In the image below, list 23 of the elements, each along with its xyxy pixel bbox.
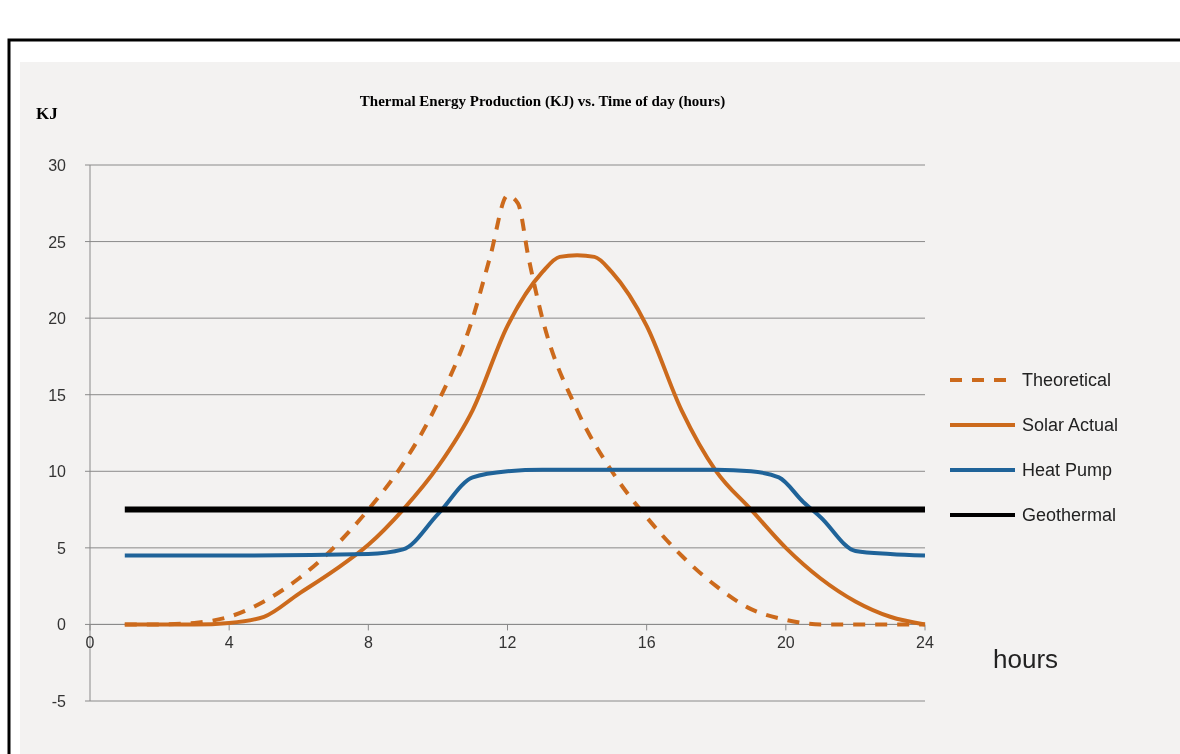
y-tick-label: 5 <box>57 539 67 557</box>
y-tick-label: -5 <box>51 693 67 710</box>
y-tick-label: 0 <box>57 616 67 634</box>
x-tick-label: 8 <box>363 634 373 652</box>
line-series <box>122 467 927 558</box>
x-tick-label: 24 <box>916 634 934 652</box>
legend-label: Solar Actual <box>1022 415 1119 435</box>
x-tick-label: 0 <box>85 634 95 652</box>
y-tick-label: 20 <box>48 310 67 328</box>
legend-label: Geothermal <box>1022 505 1117 525</box>
y-tick-label: 10 <box>48 463 67 481</box>
y-axis-title: KJ <box>36 104 59 123</box>
y-tick-label: 30 <box>48 157 67 174</box>
legend-label: Theoretical <box>1022 370 1112 390</box>
y-tick-label: 25 <box>48 233 67 251</box>
x-axis-title: hours <box>993 644 1059 674</box>
y-tick-label: 15 <box>48 386 67 404</box>
x-tick-label: 16 <box>637 634 656 652</box>
chart-title: Thermal Energy Production (KJ) vs. Time of day (hours) <box>359 93 726 110</box>
x-tick-label: 12 <box>498 634 517 652</box>
x-tick-label: 20 <box>776 634 795 652</box>
legend-label: Heat Pump <box>1022 460 1113 480</box>
x-tick-label: 4 <box>224 634 234 652</box>
